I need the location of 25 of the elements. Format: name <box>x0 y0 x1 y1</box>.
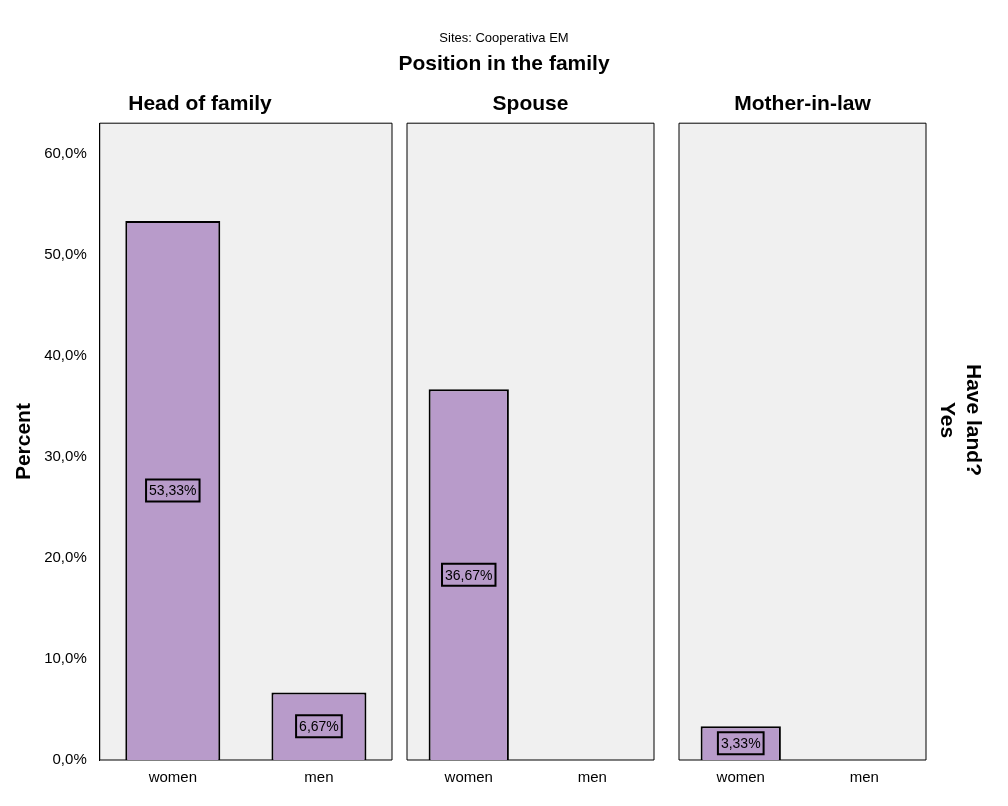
chart-title: Mother-in-law <box>734 91 872 115</box>
chart-title: Head of family <box>128 91 273 115</box>
text: Have land? <box>962 363 986 477</box>
data-label: 3,33% <box>720 735 761 752</box>
y-tick-label: 50,0% <box>44 244 87 262</box>
x-tick-label: men <box>849 768 879 786</box>
x-tick-label: men <box>577 768 607 786</box>
x-tick-label: men <box>304 768 334 786</box>
y-tick-label: 20,0% <box>44 547 87 565</box>
y-tick-label: 10,0% <box>44 649 87 667</box>
x-tick-label: women <box>443 768 493 786</box>
data-label: 36,67% <box>445 566 493 583</box>
text: Sites: Cooperativa EM <box>438 30 570 45</box>
text: Position in the family <box>397 51 611 75</box>
x-tick-label: women <box>147 768 197 786</box>
y-tick-label: 40,0% <box>44 345 87 363</box>
x-tick-label: women <box>715 768 765 786</box>
y-tick-label: 30,0% <box>44 446 87 464</box>
text: Yes <box>936 401 960 439</box>
y-axis-title: Percent <box>11 403 35 481</box>
chart-title: Spouse <box>492 91 569 115</box>
y-tick-label: 60,0% <box>44 143 87 161</box>
data-label: 53,33% <box>149 482 197 499</box>
y-tick-label: 0,0% <box>52 750 87 768</box>
data-label: 6,67% <box>299 718 339 735</box>
